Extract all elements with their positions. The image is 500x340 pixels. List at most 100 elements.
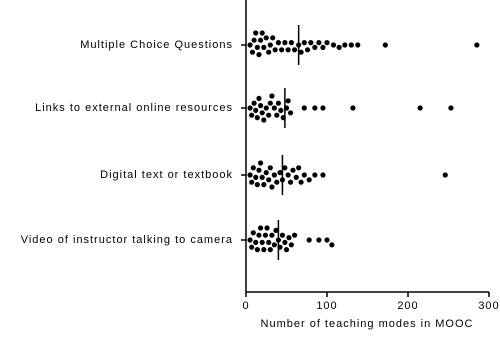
data-point	[324, 40, 330, 46]
data-point	[254, 115, 260, 121]
data-point	[257, 225, 264, 231]
data-point	[320, 105, 326, 111]
data-point	[417, 105, 423, 111]
data-point	[282, 165, 288, 171]
data-point	[254, 182, 260, 188]
data-point	[259, 110, 265, 116]
data-point	[250, 165, 256, 171]
data-point	[259, 239, 265, 245]
data-point	[312, 105, 318, 111]
data-point	[355, 42, 361, 48]
data-point	[329, 242, 335, 248]
data-point	[278, 107, 284, 113]
data-point	[275, 100, 281, 106]
data-point	[283, 247, 290, 253]
data-point	[296, 165, 302, 171]
data-point	[286, 235, 292, 241]
data-point	[271, 242, 277, 248]
data-point	[267, 100, 273, 106]
data-point	[350, 105, 356, 111]
data-point	[298, 49, 304, 55]
data-point	[292, 47, 298, 53]
data-point	[279, 47, 285, 53]
x-tick-label: 300	[478, 300, 499, 312]
data-point	[251, 37, 257, 43]
data-point	[266, 177, 272, 183]
data-point	[263, 35, 269, 41]
data-point	[288, 242, 294, 248]
data-point	[320, 172, 326, 178]
data-point	[271, 172, 277, 178]
data-point	[266, 49, 272, 55]
data-point	[253, 239, 259, 245]
data-point	[285, 98, 291, 104]
data-point	[247, 172, 253, 178]
category-label: Multiple Choice Questions	[80, 39, 233, 51]
data-point	[267, 247, 273, 253]
data-point	[316, 40, 322, 46]
data-point	[263, 105, 269, 111]
data-point	[250, 230, 256, 236]
category-label: Video of instructor talking to camera	[21, 234, 233, 246]
data-point	[267, 165, 273, 171]
data-point	[304, 47, 311, 53]
data-point	[348, 42, 354, 48]
data-point	[266, 112, 272, 118]
data-point	[448, 105, 454, 111]
data-point	[249, 179, 255, 185]
data-point	[301, 40, 307, 46]
data-point	[254, 44, 260, 51]
data-point	[273, 227, 279, 233]
data-point	[288, 40, 294, 46]
data-point	[301, 172, 307, 178]
data-point	[306, 177, 312, 183]
category-label: Digital text or textbook	[100, 169, 233, 181]
data-point	[330, 42, 337, 48]
data-point	[277, 170, 283, 176]
data-point	[251, 100, 257, 106]
x-axis-title: Number of teaching modes in MOOC	[261, 318, 474, 330]
data-point	[259, 174, 265, 180]
data-point	[249, 244, 255, 250]
data-point	[287, 179, 294, 185]
data-point	[257, 37, 264, 43]
data-point	[256, 95, 262, 101]
data-point	[342, 42, 348, 48]
data-point	[324, 237, 330, 243]
data-point	[287, 110, 294, 116]
data-point	[264, 225, 270, 231]
data-point	[271, 105, 277, 111]
data-point	[316, 237, 322, 243]
x-tick-label: 100	[316, 300, 337, 312]
data-point	[261, 182, 267, 188]
data-point	[266, 239, 272, 245]
category-label: Links to external online resources	[35, 102, 233, 114]
data-point	[253, 107, 259, 113]
data-point	[257, 103, 264, 109]
data-point	[249, 112, 255, 118]
data-point	[285, 47, 291, 53]
data-point	[256, 167, 262, 173]
data-point	[274, 179, 280, 185]
data-point	[282, 239, 288, 245]
data-point	[293, 174, 299, 180]
data-point	[261, 247, 267, 253]
data-point	[292, 232, 298, 238]
data-point	[285, 172, 291, 178]
data-point	[298, 179, 304, 185]
data-point	[263, 170, 269, 176]
data-point	[249, 49, 256, 55]
data-point	[282, 40, 288, 46]
data-point	[259, 30, 265, 36]
data-point	[256, 232, 262, 238]
data-point	[261, 44, 267, 51]
data-point	[269, 232, 275, 238]
data-point	[267, 42, 273, 48]
data-point	[312, 172, 318, 178]
data-point	[308, 40, 314, 46]
data-point	[257, 160, 264, 166]
data-point	[279, 232, 286, 238]
data-point	[275, 40, 281, 46]
data-point	[253, 174, 259, 180]
